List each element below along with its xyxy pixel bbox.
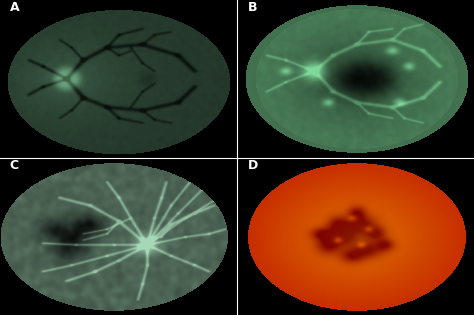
- Text: A: A: [9, 1, 19, 14]
- Text: B: B: [247, 1, 257, 14]
- Text: D: D: [247, 159, 258, 172]
- Text: C: C: [9, 159, 18, 172]
